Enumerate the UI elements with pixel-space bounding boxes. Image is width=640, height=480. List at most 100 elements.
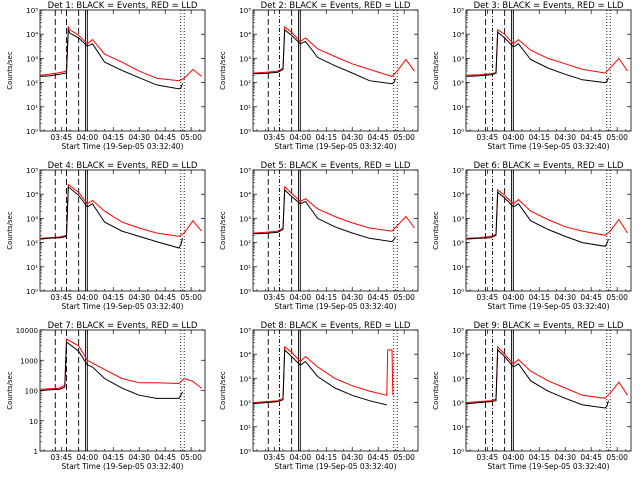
y-axis-label: Counts/sec [432,51,440,90]
x-tick-label: 03:45 [51,293,73,302]
x-tick-label: 05:00 [606,133,628,142]
y-tick-label: 10² [239,240,251,248]
x-tick-label: 04:30 [554,293,576,302]
y-tick-label: 10² [239,400,251,408]
x-tick-label: 04:30 [554,133,576,142]
y-tick-label: 10⁴ [452,351,464,359]
x-tick-label: 04:15 [315,293,337,302]
y-tick-label: 10000 [16,327,38,335]
y-tick-label: 10⁵ [239,7,251,15]
x-tick-label: 05:00 [393,293,415,302]
x-tick-label: 04:45 [154,453,176,462]
x-tick-label: 04:45 [367,133,389,142]
y-axis-label: Counts/sec [219,211,227,250]
x-tick-label: 04:30 [128,293,150,302]
y-tick-label: 10⁴ [26,31,38,39]
y-tick-label: 10⁰ [239,448,251,456]
y-tick-label: 10¹ [452,264,464,272]
y-tick-label: 10¹ [26,264,38,272]
plot-frame [252,9,419,132]
x-tick-label: 04:45 [154,133,176,142]
y-tick-label: 10⁵ [26,167,38,175]
x-tick-label: 04:45 [154,293,176,302]
x-tick-label: 04:00 [502,293,524,302]
y-tick-label: 10⁰ [26,128,38,136]
x-tick-label: 04:00 [289,293,311,302]
x-axis-label: Start Time (19-Sep-05 03:32:40) [62,142,184,151]
y-tick-label: 10⁰ [452,288,464,296]
series-line-lld [253,185,415,234]
series-line-events [40,185,183,249]
x-tick-label: 04:45 [367,453,389,462]
x-tick-label: 05:00 [606,453,628,462]
y-axis-label: Counts/sec [6,51,14,90]
y-axis-label: Counts/sec [432,211,440,250]
chart-title: Det 7: BLACK = Events, RED = LLD [48,321,198,331]
x-tick-label: 04:45 [580,293,602,302]
x-tick-label: 04:00 [502,453,524,462]
y-tick-label: 10² [452,240,464,248]
plot-frame [465,9,632,132]
y-tick-label: 10¹ [239,264,251,272]
x-tick-label: 05:00 [180,453,202,462]
y-tick-label: 10⁴ [239,31,251,39]
x-tick-label: 04:15 [102,133,124,142]
x-tick-label: 04:00 [502,133,524,142]
y-tick-label: 10³ [26,215,38,223]
y-tick-label: 10¹ [26,104,38,112]
x-tick-label: 05:00 [393,133,415,142]
x-axis-label: Start Time (19-Sep-05 03:32:40) [488,142,610,151]
plot-frame [39,169,206,292]
x-axis-label: Start Time (19-Sep-05 03:32:40) [275,462,397,471]
series-line-events [40,27,183,90]
series-line-lld [466,345,628,404]
x-tick-label: 04:30 [128,453,150,462]
y-tick-label: 10² [26,240,38,248]
y-tick-label: 10¹ [239,104,251,112]
y-tick-label: 10⁴ [239,351,251,359]
x-tick-label: 04:30 [341,133,363,142]
x-tick-label: 04:00 [76,453,98,462]
y-tick-label: 1000 [20,357,38,365]
series-line-events [466,31,609,84]
y-tick-label: 10³ [26,55,38,63]
y-axis-label: Counts/sec [6,371,14,410]
y-tick-label: 10² [452,400,464,408]
y-tick-label: 10⁰ [452,448,464,456]
series-line-events [253,28,396,85]
x-tick-label: 05:00 [180,133,202,142]
series-line-lld [253,25,415,77]
x-tick-label: 03:45 [264,293,286,302]
x-axis-label: Start Time (19-Sep-05 03:32:40) [62,462,184,471]
y-tick-label: 10⁵ [452,327,464,335]
chart-title: Det 1: BLACK = Events, RED = LLD [48,1,198,11]
x-tick-label: 03:45 [477,293,499,302]
x-tick-label: 03:45 [264,453,286,462]
x-tick-label: 05:00 [606,293,628,302]
y-tick-label: 10⁵ [239,327,251,335]
x-tick-label: 03:45 [51,453,73,462]
x-tick-label: 04:15 [528,453,550,462]
series-line-lld [40,338,202,390]
y-tick-label: 10⁰ [452,128,464,136]
y-tick-label: 10³ [452,375,464,383]
y-axis-label: Counts/sec [219,51,227,90]
y-tick-label: 10² [26,80,38,88]
x-tick-label: 04:00 [289,453,311,462]
series-line-events [253,348,387,406]
y-tick-label: 10² [239,80,251,88]
y-axis-label: Counts/sec [6,211,14,250]
x-axis-label: Start Time (19-Sep-05 03:32:40) [275,142,397,151]
plot-frame [39,9,206,132]
x-tick-label: 04:00 [76,293,98,302]
series-line-lld [40,25,202,82]
series-line-events [253,188,396,243]
x-axis-label: Start Time (19-Sep-05 03:32:40) [275,302,397,311]
x-tick-label: 03:45 [264,133,286,142]
y-tick-label: 10⁴ [26,191,38,199]
y-tick-label: 10⁵ [26,7,38,15]
x-tick-label: 04:15 [528,133,550,142]
